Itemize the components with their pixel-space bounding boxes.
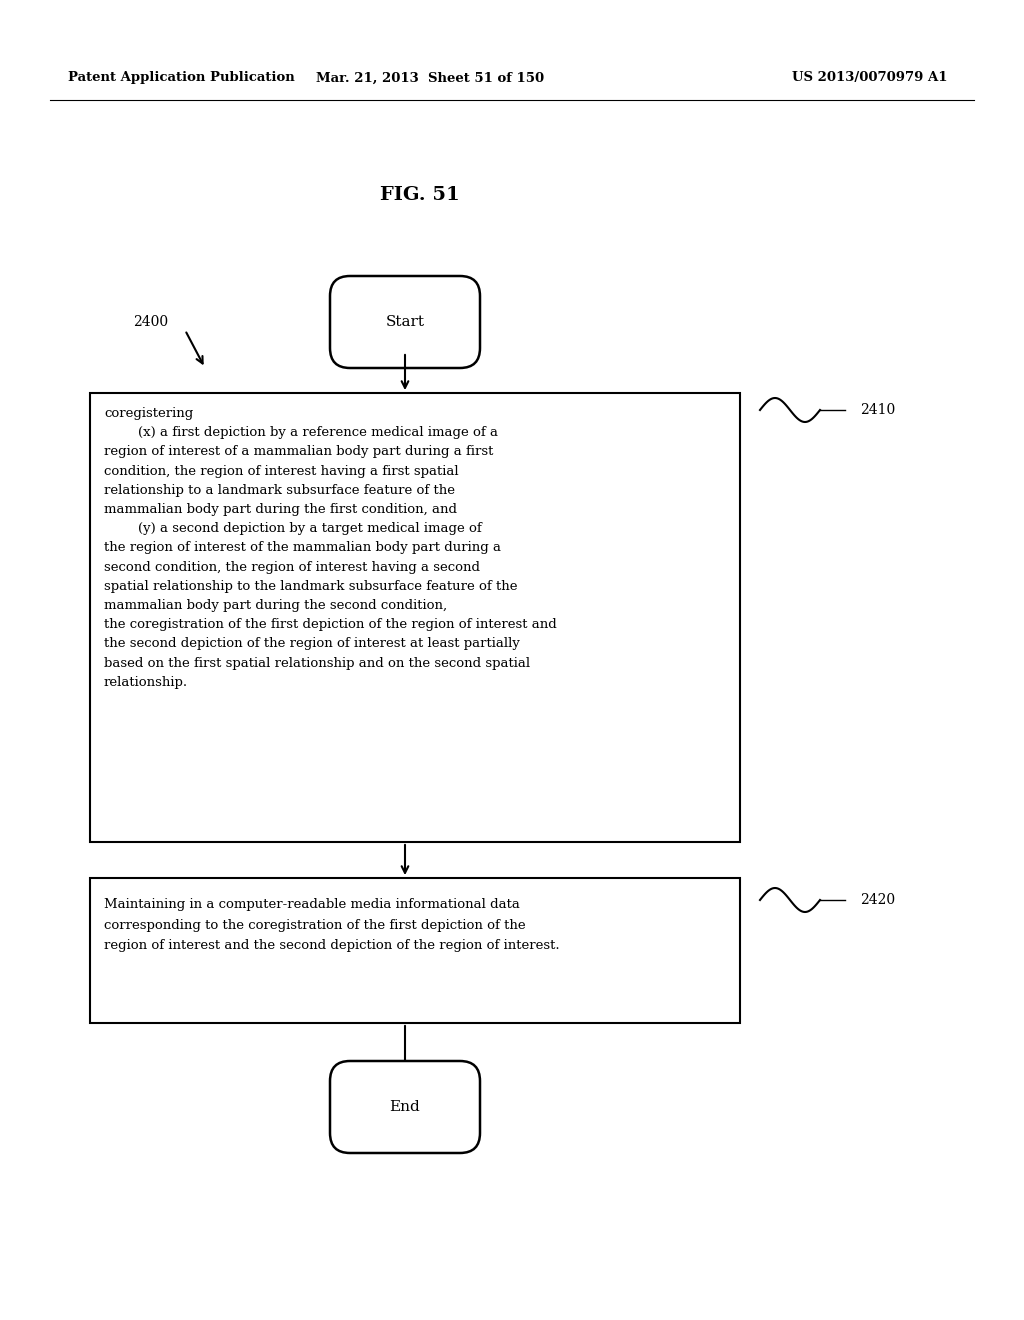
Text: Start: Start [385, 315, 425, 329]
FancyBboxPatch shape [330, 276, 480, 368]
Text: End: End [389, 1100, 421, 1114]
Bar [90, 878, 740, 1023]
Bar [90, 393, 740, 842]
Text: 2420: 2420 [860, 894, 895, 907]
FancyBboxPatch shape [330, 1061, 480, 1152]
Text: 2410: 2410 [860, 403, 895, 417]
Text: Maintaining in a computer-readable media informational data
corresponding to the: Maintaining in a computer-readable media… [104, 898, 560, 952]
Text: US 2013/0070979 A1: US 2013/0070979 A1 [793, 71, 948, 84]
Text: coregistering
        (x) a first depiction by a reference medical image of a
re: coregistering (x) a first depiction by a… [104, 407, 557, 689]
Text: Patent Application Publication: Patent Application Publication [68, 71, 295, 84]
Text: FIG. 51: FIG. 51 [380, 186, 460, 205]
Text: 2400: 2400 [133, 315, 168, 329]
Text: Mar. 21, 2013  Sheet 51 of 150: Mar. 21, 2013 Sheet 51 of 150 [316, 71, 544, 84]
